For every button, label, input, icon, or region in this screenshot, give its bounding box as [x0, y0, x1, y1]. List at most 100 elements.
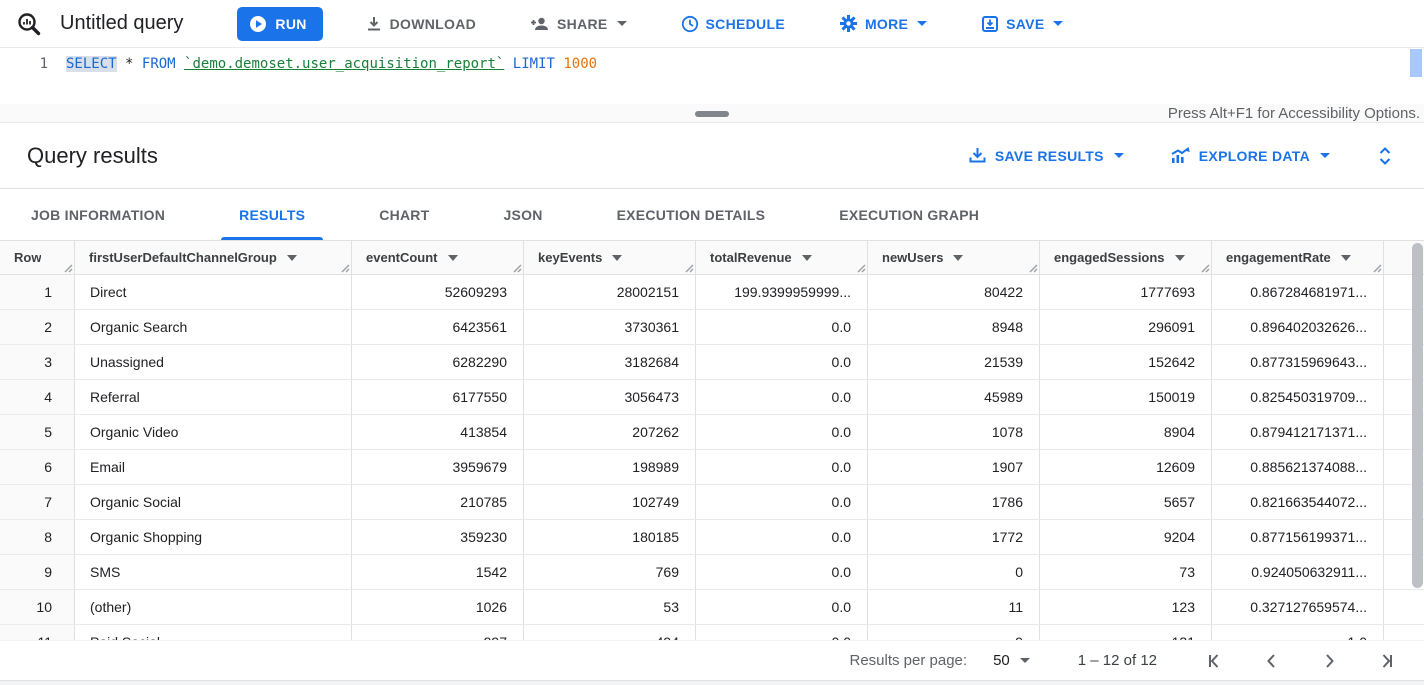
column-menu-icon[interactable] [447, 254, 458, 261]
cell-eventCount: 210785 [352, 485, 524, 519]
run-button[interactable]: RUN [237, 6, 323, 41]
explore-data-button[interactable]: EXPLORE DATA [1170, 146, 1330, 165]
results-per-page-label: Results per page: [849, 652, 968, 669]
column-header-keyEvents[interactable]: keyEvents [524, 241, 696, 274]
column-header-engagementRate[interactable]: engagementRate [1212, 241, 1384, 274]
editor-scrollbar[interactable] [1410, 49, 1422, 77]
column-header-firstUserDefaultChannelGroup[interactable]: firstUserDefaultChannelGroup [75, 241, 352, 274]
tab-execution-graph[interactable]: EXECUTION GRAPH [839, 206, 980, 223]
cell-firstUserDefaultChannelGroup: Organic Search [75, 310, 352, 344]
query-results-title: Query results [27, 142, 158, 168]
row-number-cell: 5 [0, 415, 75, 449]
column-header-totalRevenue[interactable]: totalRevenue [696, 241, 868, 274]
cell-engagementRate: 0.877156199371... [1212, 520, 1384, 554]
sql-token: * [125, 56, 134, 72]
download-button[interactable]: DOWNLOAD [353, 6, 488, 42]
column-menu-icon[interactable] [801, 254, 812, 261]
cell-keyEvents: 207262 [524, 415, 696, 449]
table-row: 9 SMS 1542 769 0.0 0 73 0.924050632911... [0, 555, 1424, 590]
column-resize-icon[interactable] [341, 264, 350, 273]
chevron-right-icon [1326, 653, 1334, 668]
cell-keyEvents: 494 [524, 625, 696, 640]
expand-results-button[interactable] [1376, 145, 1394, 167]
table-row: 10 (other) 1026 53 0.0 11 123 0.327127659574... [0, 590, 1424, 625]
cell-engagementRate: 0.825450319709... [1212, 380, 1384, 414]
cell-engagedSessions: 131 [1040, 625, 1212, 640]
table-scrollbar[interactable] [1412, 243, 1423, 588]
tab-job-information[interactable]: JOB INFORMATION [31, 206, 166, 223]
table-row: 7 Organic Social 210785 102749 0.0 1786 5657 0.… [0, 485, 1424, 520]
cell-keyEvents: 769 [524, 555, 696, 589]
first-page-button[interactable] [1203, 649, 1227, 673]
cell-totalRevenue: 0.0 [696, 310, 868, 344]
previous-page-button[interactable] [1260, 649, 1284, 673]
column-header-engagedSessions[interactable]: engagedSessions [1040, 241, 1212, 274]
column-header-Row[interactable]: Row [0, 241, 75, 274]
cell-engagedSessions: 73 [1040, 555, 1212, 589]
next-page-button[interactable] [1317, 649, 1341, 673]
column-resize-icon[interactable] [685, 264, 694, 273]
column-resize-icon[interactable] [64, 264, 73, 273]
last-page-button[interactable] [1374, 649, 1398, 673]
cell-newUsers: 9 [868, 625, 1040, 640]
column-resize-icon[interactable] [1201, 264, 1210, 273]
results-tab-bar: JOB INFORMATION RESULTS CHART JSON EXECUTION… [0, 189, 1424, 241]
tab-json[interactable]: JSON [503, 206, 543, 223]
more-button[interactable]: MORE [827, 6, 939, 42]
column-resize-icon[interactable] [857, 264, 866, 273]
column-menu-icon[interactable] [286, 254, 297, 261]
row-number-cell: 9 [0, 555, 75, 589]
panel-resize-handle[interactable] [695, 111, 729, 117]
accessibility-hint: Press Alt+F1 for Accessibility Options. [1167, 105, 1420, 122]
cell-totalRevenue: 0.0 [696, 590, 868, 624]
column-menu-icon[interactable] [612, 254, 623, 261]
column-header-newUsers[interactable]: newUsers [868, 241, 1040, 274]
tab-results[interactable]: RESULTS [221, 189, 324, 240]
cell-keyEvents: 198989 [524, 450, 696, 484]
column-resize-icon[interactable] [1373, 264, 1382, 273]
cell-firstUserDefaultChannelGroup: Organic Social [75, 485, 352, 519]
sql-token: FROM [141, 56, 176, 72]
column-header-eventCount[interactable]: eventCount [352, 241, 524, 274]
cell-engagementRate: 0.879412171371... [1212, 415, 1384, 449]
column-menu-icon[interactable] [953, 254, 964, 261]
last-page-icon [1382, 653, 1392, 668]
cell-firstUserDefaultChannelGroup: Unassigned [75, 345, 352, 379]
cell-keyEvents: 3182684 [524, 345, 696, 379]
sql-line[interactable]: SELECT * FROM `demo.demoset.user_acquisi… [66, 56, 597, 72]
cell-engagedSessions: 152642 [1040, 345, 1212, 379]
page-size-select[interactable]: 50 [993, 652, 1030, 669]
schedule-button[interactable]: SCHEDULE [669, 6, 797, 42]
chevron-down-icon [1113, 153, 1124, 158]
sql-editor[interactable]: 1 SELECT * FROM `demo.demoset.user_acqui… [0, 48, 1424, 104]
cell-firstUserDefaultChannelGroup: Email [75, 450, 352, 484]
cell-totalRevenue: 0.0 [696, 520, 868, 554]
cell-totalRevenue: 0.0 [696, 345, 868, 379]
cell-newUsers: 1078 [868, 415, 1040, 449]
table-row: 1 Direct 52609293 28002151 199.9399959999...… [0, 275, 1424, 310]
clock-icon [681, 15, 698, 32]
cell-eventCount: 6423561 [352, 310, 524, 344]
tab-execution-details[interactable]: EXECUTION DETAILS [616, 206, 766, 223]
sql-token: `demo.demoset.user_acquisition_report` [184, 56, 505, 72]
column-menu-icon[interactable] [1174, 254, 1185, 261]
query-toolbar: Untitled query RUN DOWNLOAD SHARE [0, 0, 1424, 48]
cell-totalRevenue: 0.0 [696, 625, 868, 640]
chevron-left-icon [1267, 653, 1275, 668]
row-number-cell: 3 [0, 345, 75, 379]
share-button[interactable]: SHARE [518, 6, 639, 42]
cell-firstUserDefaultChannelGroup: Referral [75, 380, 352, 414]
save-results-button[interactable]: SAVE RESULTS [968, 146, 1124, 165]
row-number-cell: 7 [0, 485, 75, 519]
cell-keyEvents: 53 [524, 590, 696, 624]
save-button[interactable]: SAVE [969, 6, 1075, 42]
column-resize-icon[interactable] [513, 264, 522, 273]
column-resize-icon[interactable] [1029, 264, 1038, 273]
cell-newUsers: 1786 [868, 485, 1040, 519]
cell-newUsers: 21539 [868, 345, 1040, 379]
column-menu-icon[interactable] [1340, 254, 1351, 261]
cell-keyEvents: 180185 [524, 520, 696, 554]
results-table-body: 1 Direct 52609293 28002151 199.9399959999...… [0, 275, 1424, 640]
tab-chart[interactable]: CHART [379, 206, 430, 223]
cell-firstUserDefaultChannelGroup: Organic Shopping [75, 520, 352, 554]
